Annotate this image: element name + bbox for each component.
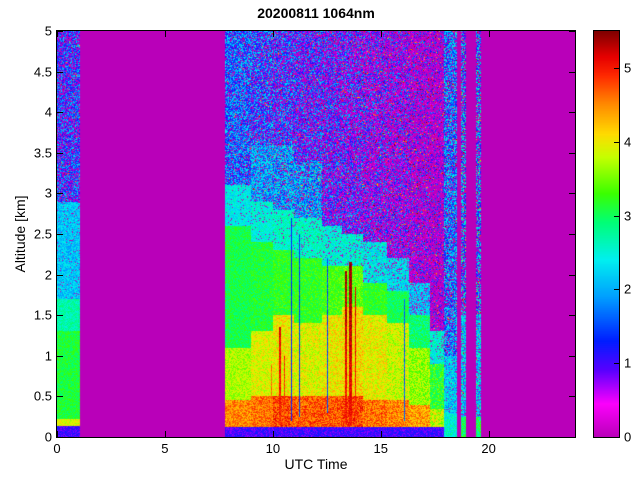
- y-tick-label: 4: [44, 104, 52, 120]
- x-axis-label: UTC Time: [284, 456, 348, 472]
- colorbar-tick-label: 3: [624, 208, 632, 224]
- y-tick-label: 3: [44, 185, 52, 201]
- colorbar-tick-label: 2: [624, 281, 632, 297]
- x-tick-label: 0: [53, 441, 61, 456]
- colorbar-tick-label: 5: [624, 60, 632, 76]
- heatmap-canvas: [57, 31, 575, 437]
- y-tick-label: 0: [44, 429, 52, 445]
- y-tick-label: 5: [44, 23, 52, 39]
- colorbar-canvas: [594, 31, 619, 437]
- y-tick-label: 4.5: [33, 64, 52, 80]
- chart-title: 20200811 1064nm: [257, 5, 375, 21]
- x-tick-label: 5: [161, 441, 169, 456]
- x-tick-label: 20: [481, 441, 496, 456]
- y-tick-label: 1: [44, 348, 52, 364]
- colorbar-tick-label: 1: [624, 355, 632, 371]
- x-tick-label: 10: [265, 441, 281, 456]
- colorbar-tick-label: 4: [624, 134, 632, 150]
- x-tick-label: 15: [373, 441, 388, 456]
- y-tick-label: 3.5: [33, 145, 52, 161]
- y-tick-label: 2: [44, 267, 52, 283]
- y-tick-label: 2.5: [33, 226, 52, 242]
- colorbar-tick-label: 0: [624, 429, 632, 445]
- y-tick-label: 1.5: [33, 307, 52, 323]
- y-tick-label: 0.5: [33, 388, 52, 404]
